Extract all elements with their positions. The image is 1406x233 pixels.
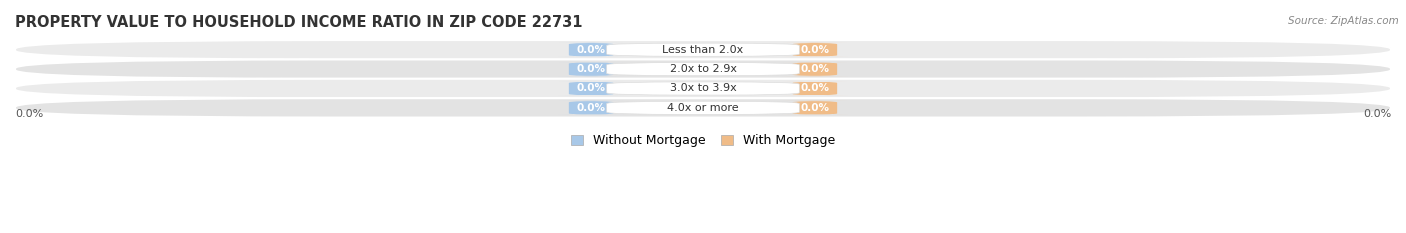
FancyBboxPatch shape (782, 101, 848, 115)
Text: 2.0x to 2.9x: 2.0x to 2.9x (669, 64, 737, 74)
FancyBboxPatch shape (606, 43, 800, 56)
FancyBboxPatch shape (558, 101, 624, 115)
FancyBboxPatch shape (15, 40, 1391, 59)
FancyBboxPatch shape (15, 79, 1391, 98)
Text: 4.0x or more: 4.0x or more (668, 103, 738, 113)
FancyBboxPatch shape (782, 81, 848, 96)
Text: 3.0x to 3.9x: 3.0x to 3.9x (669, 83, 737, 93)
Text: 0.0%: 0.0% (800, 103, 830, 113)
Legend: Without Mortgage, With Mortgage: Without Mortgage, With Mortgage (565, 129, 841, 152)
Text: 0.0%: 0.0% (576, 83, 606, 93)
FancyBboxPatch shape (558, 81, 624, 96)
FancyBboxPatch shape (15, 98, 1391, 118)
Text: 0.0%: 0.0% (15, 109, 44, 119)
Text: Source: ZipAtlas.com: Source: ZipAtlas.com (1288, 16, 1399, 26)
FancyBboxPatch shape (782, 62, 848, 76)
Text: PROPERTY VALUE TO HOUSEHOLD INCOME RATIO IN ZIP CODE 22731: PROPERTY VALUE TO HOUSEHOLD INCOME RATIO… (15, 15, 582, 30)
Text: 0.0%: 0.0% (576, 64, 606, 74)
FancyBboxPatch shape (606, 82, 800, 95)
Text: Less than 2.0x: Less than 2.0x (662, 45, 744, 55)
Text: 0.0%: 0.0% (576, 103, 606, 113)
FancyBboxPatch shape (558, 43, 624, 57)
Text: 0.0%: 0.0% (800, 64, 830, 74)
Text: 0.0%: 0.0% (800, 83, 830, 93)
FancyBboxPatch shape (606, 101, 800, 114)
Text: 0.0%: 0.0% (1362, 109, 1391, 119)
FancyBboxPatch shape (606, 62, 800, 76)
FancyBboxPatch shape (558, 62, 624, 76)
FancyBboxPatch shape (15, 59, 1391, 79)
FancyBboxPatch shape (782, 43, 848, 57)
Text: 0.0%: 0.0% (800, 45, 830, 55)
Text: 0.0%: 0.0% (576, 45, 606, 55)
